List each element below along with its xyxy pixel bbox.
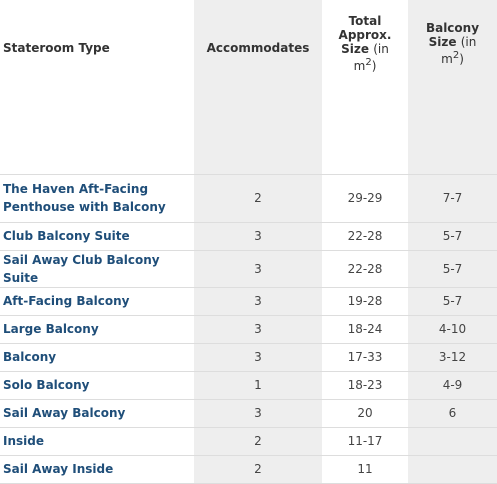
total-size-cell: 17-33: [322, 343, 408, 372]
balcony-size-cell: [408, 427, 497, 456]
balcony-size-cell: 3-12: [408, 343, 497, 372]
table-row: Balcony 3 17-33 3-12: [0, 343, 497, 372]
stateroom-type-link[interactable]: Balcony: [0, 343, 194, 372]
header-accommodates: Accommodates: [194, 0, 322, 87]
header-balcony-size: Balcony Size (in m2): [408, 0, 497, 87]
accommodates-cell: 3: [194, 287, 322, 316]
total-size-cell: 20: [322, 399, 408, 428]
accommodates-cell: 3: [194, 222, 322, 251]
table-body: The Haven Aft-Facing Penthouse with Balc…: [0, 174, 497, 484]
accommodates-cell: 2: [194, 427, 322, 456]
accommodates-cell: 2: [194, 455, 322, 484]
header-size-unit-sup: 2: [365, 57, 372, 68]
table-row: Large Balcony 3 18-24 4-10: [0, 315, 497, 344]
table-row: Sail Away Club Balcony Suite 3 22-28 5-7: [0, 250, 497, 288]
total-size-cell: 22-28: [322, 250, 408, 288]
table-row: Club Balcony Suite 3 22-28 5-7: [0, 222, 497, 251]
accommodates-cell: 2: [194, 174, 322, 223]
table-row: Aft-Facing Balcony 3 19-28 5-7: [0, 287, 497, 316]
accommodates-cell: 3: [194, 250, 322, 288]
header-size-unit-a: (in: [373, 42, 389, 56]
table-row: Sail Away Inside 2 11: [0, 455, 497, 484]
header-size-unit-b: m: [353, 59, 366, 73]
table-row: Inside 2 11-17: [0, 427, 497, 456]
header-total-size: Total Approx. Size (in m2): [322, 0, 408, 87]
total-size-cell: 11: [322, 455, 408, 484]
spacer-cell: [194, 87, 322, 175]
balcony-size-cell: 7-7: [408, 174, 497, 223]
balcony-size-cell: 5-7: [408, 250, 497, 288]
balcony-size-cell: 5-7: [408, 222, 497, 251]
table-row: Solo Balcony 1 18-23 4-9: [0, 371, 497, 400]
total-size-cell: 19-28: [322, 287, 408, 316]
stateroom-type-link[interactable]: The Haven Aft-Facing Penthouse with Balc…: [0, 174, 194, 223]
stateroom-type-link[interactable]: Club Balcony Suite: [0, 222, 194, 251]
stateroom-type-link[interactable]: Large Balcony: [0, 315, 194, 344]
balcony-size-cell: 4-10: [408, 315, 497, 344]
total-size-cell: 22-28: [322, 222, 408, 251]
header-spacer-row: [0, 87, 497, 175]
header-balcony-unit-c: ): [459, 52, 464, 66]
table-row: The Haven Aft-Facing Penthouse with Balc…: [0, 174, 497, 223]
accommodates-cell: 3: [194, 399, 322, 428]
spacer-cell: [408, 87, 497, 175]
balcony-size-cell: 6: [408, 399, 497, 428]
balcony-size-cell: [408, 455, 497, 484]
header-balcony-line2: Size: [428, 35, 457, 49]
stateroom-type-link[interactable]: Aft-Facing Balcony: [0, 287, 194, 316]
accommodates-cell: 3: [194, 315, 322, 344]
stateroom-type-link[interactable]: Sail Away Inside: [0, 455, 194, 484]
header-balcony-line1: Balcony: [425, 21, 480, 35]
header-size-unit-c: ): [371, 59, 377, 73]
header-size-line3: Size: [341, 42, 370, 56]
total-size-cell: 29-29: [322, 174, 408, 223]
stateroom-type-link[interactable]: Inside: [0, 427, 194, 456]
header-balcony-unit-b: m: [441, 52, 453, 66]
header-balcony-unit-sup: 2: [452, 50, 460, 61]
balcony-size-cell: 4-9: [408, 371, 497, 400]
stateroom-type-link[interactable]: Solo Balcony: [0, 371, 194, 400]
total-size-cell: 18-24: [322, 315, 408, 344]
stateroom-type-link[interactable]: Sail Away Balcony: [0, 399, 194, 428]
accommodates-cell: 3: [194, 343, 322, 372]
header-stateroom-type: Stateroom Type: [3, 40, 110, 55]
balcony-size-cell: 5-7: [408, 287, 497, 316]
spacer-cell: [322, 87, 408, 175]
accommodates-cell: 1: [194, 371, 322, 400]
stateroom-type-link[interactable]: Sail Away Club Balcony Suite: [0, 250, 194, 288]
header-size-line2: Approx.: [338, 28, 392, 42]
table-row: Sail Away Balcony 3 20 6: [0, 399, 497, 428]
spacer-cell: [0, 87, 194, 175]
table-header: Stateroom Type Accommodates Total Approx…: [0, 0, 497, 175]
header-balcony-unit-a: (in: [460, 35, 477, 49]
header-size-line1: Total: [348, 14, 382, 28]
total-size-cell: 18-23: [322, 371, 408, 400]
total-size-cell: 11-17: [322, 427, 408, 456]
